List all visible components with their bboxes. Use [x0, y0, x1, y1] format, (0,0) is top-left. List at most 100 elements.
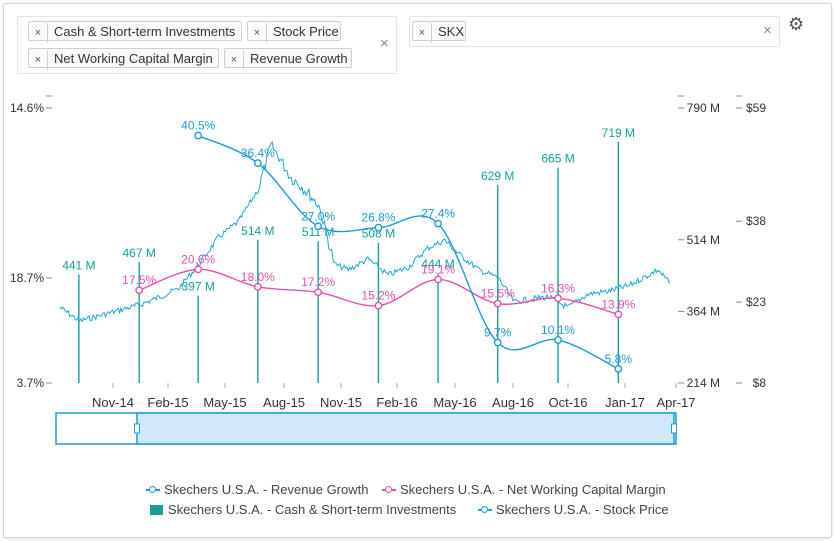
ticker-tag-label: SKX	[438, 24, 465, 39]
remove-tag-icon[interactable]: ×	[29, 23, 48, 43]
nwc-margin-point[interactable]	[614, 310, 623, 319]
right-price-axis-tick-label: $38	[746, 214, 766, 228]
ticker-tag-skx: × SKX	[412, 21, 466, 43]
right-cash-axis-tick-label: 214 M	[687, 376, 720, 390]
right-cash-axis-tick-label: 790 M	[687, 101, 720, 115]
cash-data-label: 441 M	[62, 259, 95, 273]
left-axis-tick-label: 18.7%	[10, 271, 44, 285]
metric-tag-label: Cash & Short-term Investments	[54, 24, 236, 39]
revenue-growth-data-label: 10.1%	[541, 323, 575, 337]
nwc-margin-data-label: 15.2%	[361, 289, 395, 303]
revenue-growth-point[interactable]	[434, 219, 442, 228]
cash-data-label: 511 M	[302, 225, 334, 239]
nwc-margin-point[interactable]	[493, 299, 502, 308]
x-axis-tick-label: Jan-17	[605, 395, 645, 410]
nwc-margin-data-label: 20.6%	[181, 252, 215, 266]
right-price-axis-tick-label: $8	[753, 376, 767, 390]
navigator-handle-right[interactable]	[671, 423, 677, 434]
left-axis-tick-label: 3.7%	[17, 376, 45, 390]
nwc-margin-point[interactable]	[434, 275, 442, 284]
metric-tag-label: Net Working Capital Margin	[54, 51, 213, 66]
x-axis-tick-label: Aug-15	[263, 395, 305, 410]
revenue-growth-data-label: 5.8%	[605, 352, 633, 366]
remove-tag-icon[interactable]: ×	[225, 50, 244, 70]
legend-label: Skechers U.S.A. - Cash & Short-term Inve…	[168, 502, 457, 517]
remove-tag-icon[interactable]: ×	[248, 23, 267, 43]
revenue-growth-point[interactable]	[614, 364, 623, 373]
clear-metrics-icon[interactable]: ×	[380, 35, 389, 52]
nwc-margin-point[interactable]	[194, 265, 203, 274]
revenue-growth-data-label: 40.5%	[181, 119, 215, 133]
revenue-growth-data-label: 26.8%	[361, 211, 395, 225]
nwc-margin-data-label: 15.5%	[481, 287, 515, 301]
legend-label: Skechers U.S.A. - Revenue Growth	[164, 482, 369, 497]
x-axis-tick-label: May-15	[203, 395, 246, 410]
legend-item-cash[interactable]: Skechers U.S.A. - Cash & Short-term Inve…	[150, 502, 456, 517]
cash-data-label: 444 M	[421, 257, 454, 271]
nwc-margin-point[interactable]	[135, 286, 144, 295]
metric-tag-label: Stock Price	[273, 24, 339, 39]
nwc-margin-point[interactable]	[253, 282, 262, 291]
metric-tag-nwc-margin: × Net Working Capital Margin	[28, 48, 219, 70]
clear-ticker-icon[interactable]: ×	[763, 22, 772, 39]
revenue-growth-data-label: 9.7%	[484, 326, 512, 340]
nwc-margin-data-label: 13.9%	[601, 297, 635, 311]
revenue-growth-data-label: 36.4%	[241, 146, 275, 160]
nwc-margin-data-label: 17.2%	[301, 275, 335, 289]
x-axis-tick-label: Aug-16	[492, 395, 534, 410]
nwc-margin-point[interactable]	[314, 288, 323, 297]
x-axis-tick-label: May-16	[433, 395, 476, 410]
cash-data-label: 719 M	[602, 126, 635, 140]
metric-tag-label: Revenue Growth	[250, 51, 348, 66]
x-axis-tick-label: Apr-17	[656, 395, 695, 410]
legend-item-stock_price[interactable]: Skechers U.S.A. - Stock Price	[478, 502, 669, 517]
revenue-growth-data-label: 27.0%	[301, 209, 335, 223]
x-axis-tick-label: Nov-14	[92, 395, 134, 410]
cash-data-label: 629 M	[481, 169, 514, 183]
legend-bar-icon	[150, 505, 163, 515]
x-axis-tick-label: Feb-16	[376, 395, 417, 410]
right-cash-axis-tick-label: 364 M	[687, 304, 720, 318]
legend-line-icon	[382, 485, 396, 495]
nwc-margin-point[interactable]	[374, 301, 383, 310]
cash-data-label: 508 M	[362, 227, 395, 241]
revenue-growth-point[interactable]	[314, 222, 323, 231]
navigator-window[interactable]	[136, 412, 675, 445]
cash-data-label: 467 M	[123, 246, 156, 260]
revenue-growth-line	[197, 134, 619, 370]
navigator-handle-left[interactable]	[134, 423, 140, 434]
metric-tag-cash: × Cash & Short-term Investments	[28, 21, 242, 43]
revenue-growth-point[interactable]	[554, 336, 562, 344]
x-axis-tick-label: Feb-15	[147, 395, 188, 410]
revenue-growth-point[interactable]	[374, 223, 383, 232]
nwc-margin-data-label: 16.3%	[541, 281, 575, 295]
legend-line-icon	[146, 485, 160, 495]
revenue-growth-data-label: 27.4%	[421, 207, 455, 221]
nwc-margin-data-label: 19.1%	[421, 262, 455, 276]
revenue-growth-point[interactable]	[194, 131, 203, 140]
nwc-margin-point[interactable]	[554, 294, 562, 303]
legend-label: Skechers U.S.A. - Net Working Capital Ma…	[400, 482, 666, 497]
gear-icon[interactable]: ⚙	[788, 14, 805, 34]
chart-card	[3, 3, 832, 538]
legend-line-icon	[478, 505, 492, 515]
cash-data-label: 665 M	[541, 152, 574, 166]
right-price-axis-tick-label: $59	[746, 101, 766, 115]
legend-item-revenue_growth[interactable]: Skechers U.S.A. - Revenue Growth	[146, 482, 368, 497]
ticker-filter-box[interactable]	[409, 16, 780, 47]
stock-price-line	[59, 140, 671, 323]
right-cash-axis-tick-label: 514 M	[687, 233, 720, 247]
metric-tag-revenue-growth: × Revenue Growth	[224, 48, 352, 70]
remove-tag-icon[interactable]: ×	[29, 50, 48, 70]
nwc-margin-data-label: 18.0%	[241, 270, 275, 284]
metric-tag-stock-price: × Stock Price	[247, 21, 341, 43]
legend-label: Skechers U.S.A. - Stock Price	[496, 502, 669, 517]
revenue-growth-point[interactable]	[253, 159, 262, 168]
remove-tag-icon[interactable]: ×	[413, 23, 432, 43]
right-price-axis-tick-label: $23	[746, 295, 766, 309]
legend-item-nwc_margin[interactable]: Skechers U.S.A. - Net Working Capital Ma…	[382, 482, 666, 497]
cash-data-label: 397 M	[181, 280, 214, 294]
revenue-growth-point[interactable]	[493, 338, 502, 347]
x-axis-tick-label: Oct-16	[548, 395, 587, 410]
